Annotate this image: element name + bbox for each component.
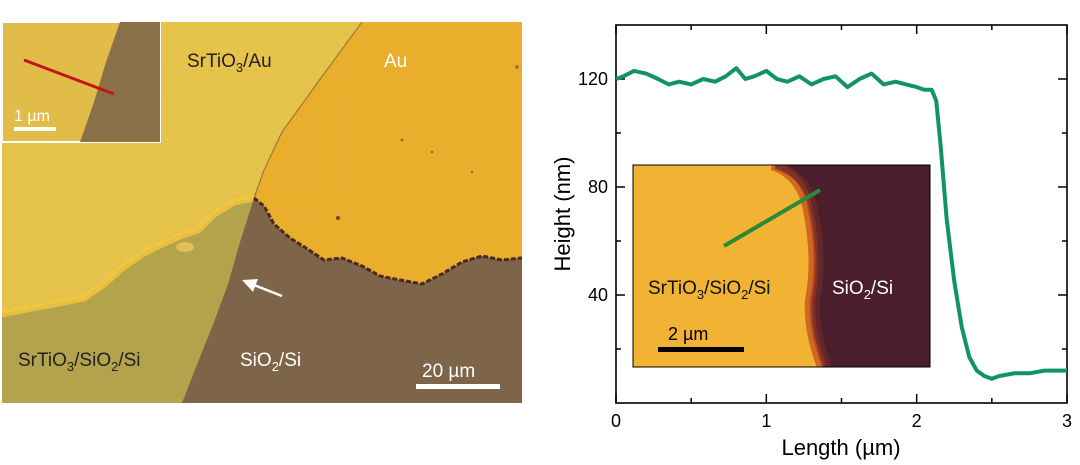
axis-ticks [615, 25, 1068, 403]
x-tick-label: 2 [912, 411, 922, 431]
inset-scale-bar [14, 127, 56, 131]
x-tick-label: 3 [1062, 411, 1072, 431]
label-sio2-si: SiO2/Si [240, 350, 301, 374]
afm-label-srtio-sio2-si: SrTiO3/SiO2/Si [648, 278, 771, 302]
inset-line-marker [23, 58, 115, 96]
label-srtio-au: SrTiO3/Au [187, 51, 272, 75]
scale-bar [416, 384, 500, 389]
scale-bar-label: 20 µm [422, 361, 475, 382]
y-axis-label: Height (nm) [550, 157, 575, 272]
afm-profile-line [722, 188, 822, 248]
afm-inset: SrTiO3/SiO2/Si SiO2/Si 2 µm [632, 164, 931, 368]
optical-micrograph: 1 µm SrTiO3/Au Au SrTiO3/SiO2/Si SiO2/Si… [2, 22, 522, 403]
height-series-line [615, 66, 1067, 381]
x-tick-label: 1 [761, 411, 771, 431]
x-axis-label: Length (µm) [781, 435, 900, 460]
afm-label-sio2-si: SiO2/Si [832, 278, 893, 302]
y-tick-label: 120 [578, 69, 608, 89]
y-tick-label: 80 [588, 177, 608, 197]
afm-scale-label: 2 µm [668, 324, 708, 344]
y-tick-labels: 40 80 120 [578, 69, 608, 305]
arrow-marker [242, 279, 283, 298]
label-au: Au [384, 51, 407, 72]
sio2-region [182, 198, 522, 403]
afm-scale-bar [658, 347, 744, 352]
height-profile-chart: 0 1 2 3 40 80 120 Length (µm) Height (nm) SrT… [550, 24, 1072, 460]
inset-scale-label: 1 µm [14, 108, 50, 125]
y-tick-label: 40 [588, 285, 608, 305]
x-tick-labels: 0 1 2 3 [611, 411, 1072, 431]
label-srtio-sio2-si: SrTiO3/SiO2/Si [18, 350, 141, 374]
x-tick-label: 0 [611, 411, 621, 431]
micrograph-inset: 1 µm [2, 22, 161, 143]
